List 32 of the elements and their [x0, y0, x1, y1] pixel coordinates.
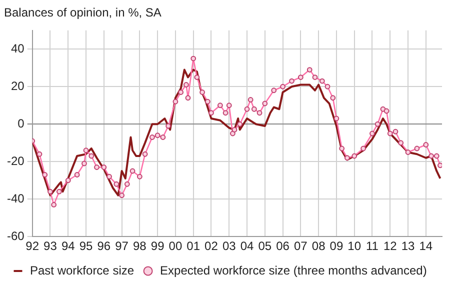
x-tick-label: 02	[204, 239, 218, 254]
x-tick-label: 07	[294, 239, 308, 254]
y-tick-label: 20	[10, 78, 25, 93]
y-tick-label: -40	[7, 191, 25, 206]
x-tick-label: 09	[330, 239, 344, 254]
x-tick-label: 95	[79, 239, 94, 254]
x-tick-label: 93	[44, 239, 58, 254]
x-tick-label: 96	[97, 239, 111, 254]
y-tick-label: 0	[18, 116, 25, 130]
legend-label: Expected workforce size (three months advanced)	[160, 263, 427, 278]
x-tick-label: 01	[186, 239, 200, 254]
legend-label: Past workforce size	[30, 263, 134, 278]
x-tick-label: 03	[222, 239, 236, 254]
x-tick-label: 12	[383, 239, 398, 254]
x-tick-label: 13	[401, 239, 416, 254]
x-tick-label: 05	[258, 239, 272, 254]
y-tick-label: -60	[7, 228, 25, 243]
x-tick-label: 06	[276, 239, 290, 254]
x-tick-label: 92	[26, 239, 40, 254]
y-tick-label: -20	[7, 154, 25, 168]
x-tick-label: 99	[150, 239, 165, 254]
x-tick-label: 98	[133, 239, 147, 254]
y-tick-label: 40	[10, 41, 25, 56]
x-tick-label: 10	[348, 239, 362, 254]
x-tick-label: 04	[240, 239, 254, 254]
x-tick-label: 94	[61, 239, 76, 254]
chart-title: Balances of opinion, in %, SA	[4, 6, 162, 20]
x-tick-label: 14	[419, 239, 433, 254]
x-tick-label: 08	[312, 239, 326, 254]
x-tick-label: 97	[115, 239, 129, 254]
x-tick-label: 11	[366, 239, 379, 254]
x-tick-label: 00	[168, 239, 182, 254]
